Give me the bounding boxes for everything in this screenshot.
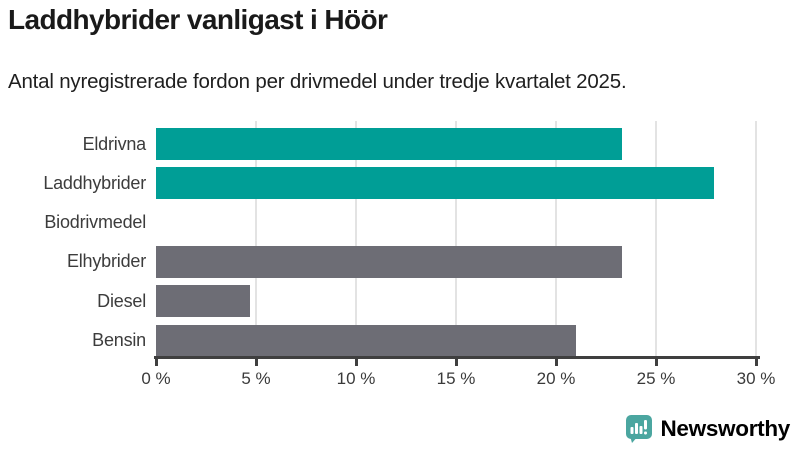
chart-title: Laddhybrider vanligast i Höör bbox=[8, 4, 388, 35]
category-label-biodrivmedel: Biodrivmedel bbox=[44, 212, 146, 233]
gridline-15 bbox=[455, 121, 457, 357]
x-tick-label: 30 % bbox=[736, 369, 776, 388]
x-axis-tick bbox=[755, 358, 758, 366]
x-axis-tick bbox=[355, 358, 358, 366]
x-axis-line bbox=[154, 356, 760, 359]
x-axis: 0 % 5 % 10 % 15 % 20 % 25 % 30 % bbox=[141, 356, 775, 390]
bar-elhybrider bbox=[156, 245, 622, 278]
x-axis-tick bbox=[155, 358, 158, 366]
bar-eldrivna bbox=[156, 128, 622, 160]
x-axis-tick bbox=[455, 358, 458, 366]
gridline-5 bbox=[255, 121, 257, 357]
x-tick-label: 15 % bbox=[436, 369, 476, 388]
x-tick-label: 25 % bbox=[636, 369, 676, 388]
category-label-laddhybrider: Laddhybrider bbox=[43, 172, 146, 193]
gridline-20 bbox=[555, 121, 557, 357]
bar-diesel bbox=[156, 285, 250, 317]
bar-laddhybrider bbox=[156, 167, 714, 200]
x-tick-label: 5 % bbox=[241, 369, 271, 388]
category-label-diesel: Diesel bbox=[97, 290, 146, 311]
gridline-10 bbox=[355, 121, 357, 357]
bar-chart-speech-bubble-icon bbox=[626, 415, 653, 443]
gridline-30 bbox=[755, 121, 757, 357]
x-axis-tick bbox=[655, 358, 658, 366]
bar-bensin bbox=[156, 324, 576, 357]
x-axis-tick bbox=[255, 358, 258, 366]
brand-footer: Newsworthy bbox=[626, 415, 790, 443]
brand-name: Newsworthy bbox=[660, 416, 790, 441]
chart-subtitle: Antal nyregistrerade fordon per drivmede… bbox=[8, 70, 627, 93]
category-label-bensin: Bensin bbox=[92, 330, 146, 351]
x-tick-label: 20 % bbox=[536, 369, 576, 388]
category-label-eldrivna: Eldrivna bbox=[82, 133, 147, 154]
plot-area bbox=[156, 121, 757, 357]
gridline-25 bbox=[655, 121, 657, 357]
category-label-elhybrider: Elhybrider bbox=[66, 251, 146, 272]
x-tick-label: 10 % bbox=[336, 369, 376, 388]
bar-chart: Eldrivna Laddhybrider Biodrivmedel Elhybrid… bbox=[0, 121, 800, 357]
x-axis-tick bbox=[555, 358, 558, 366]
x-tick-label: 0 % bbox=[141, 369, 171, 388]
